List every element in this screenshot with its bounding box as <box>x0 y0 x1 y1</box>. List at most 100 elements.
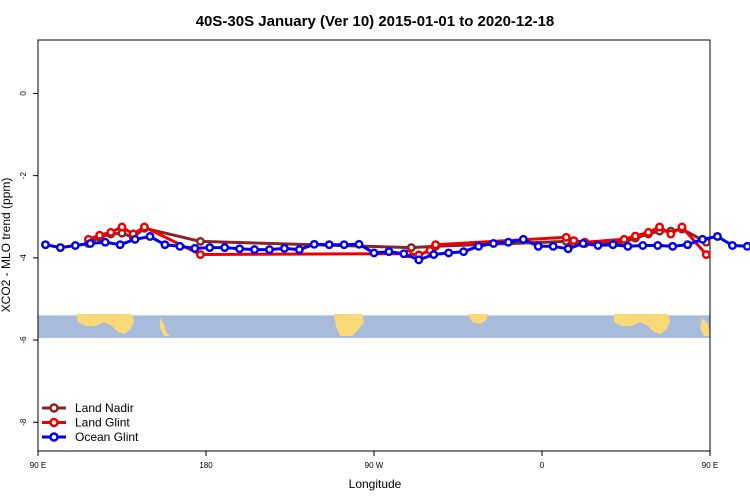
legend-marker <box>49 403 59 413</box>
x-tick-label: 90 E <box>30 461 46 470</box>
data-point <box>139 222 149 232</box>
y-axis-label: XCO2 - MLO trend (ppm) <box>0 178 13 313</box>
data-point <box>190 243 200 253</box>
data-point <box>95 230 105 240</box>
data-point <box>698 234 707 244</box>
legend-item: Land Glint <box>42 416 130 430</box>
y-tick-label: -2 <box>19 172 28 180</box>
data-point <box>593 241 603 250</box>
data-point <box>533 241 543 251</box>
data-point <box>160 240 170 250</box>
land-south-america <box>334 314 364 336</box>
data-point <box>145 232 155 241</box>
data-point <box>643 227 653 237</box>
chart-title: 40S-30S January (Ver 10) 2015-01-01 to 2… <box>196 13 555 30</box>
land-new-zealand <box>160 318 170 336</box>
data-point <box>175 241 185 251</box>
series-layer <box>41 222 750 265</box>
data-point <box>683 240 693 250</box>
data-point <box>55 243 65 253</box>
data-point <box>41 240 50 250</box>
data-point <box>406 243 416 253</box>
legend-label: Land Nadir <box>75 401 134 415</box>
legend-label: Ocean Glint <box>75 430 139 444</box>
data-point <box>489 238 498 248</box>
land-australia <box>76 314 134 334</box>
x-axis-label: Longitude <box>349 477 402 491</box>
data-point <box>569 236 579 246</box>
land-africa <box>468 314 488 324</box>
data-point <box>548 241 558 251</box>
legend-label: Land Glint <box>75 416 130 430</box>
legend-item: Land Nadir <box>42 401 134 415</box>
y-tick-label: 0 <box>19 91 28 96</box>
data-point <box>655 222 665 232</box>
data-point <box>339 240 349 250</box>
y-tick-label: -8 <box>19 418 28 426</box>
data-point <box>653 241 663 250</box>
data-point <box>265 245 274 255</box>
data-point <box>205 243 215 253</box>
data-point <box>444 248 454 258</box>
data-point <box>384 247 394 257</box>
data-point <box>474 241 483 251</box>
x-tick-label: 180 <box>199 461 213 470</box>
data-point <box>623 241 633 251</box>
data-point <box>70 241 80 250</box>
data-point <box>561 232 571 242</box>
data-point <box>638 241 648 250</box>
data-point <box>429 250 439 259</box>
data-point <box>235 244 245 254</box>
data-point <box>619 234 629 244</box>
data-point <box>195 250 205 259</box>
data-point <box>309 239 319 249</box>
data-point <box>250 245 259 255</box>
data-point <box>431 240 441 250</box>
data-point <box>459 247 469 257</box>
data-point <box>354 239 364 249</box>
data-point <box>294 245 304 255</box>
data-point <box>324 240 334 250</box>
y-axis: 0 -2 -4 -6 -8 <box>19 91 38 426</box>
data-point <box>369 248 379 258</box>
x-tick-label: 90 W <box>365 461 384 470</box>
data-point <box>279 243 289 253</box>
data-point <box>727 241 737 250</box>
x-tick-label: 0 <box>540 461 545 470</box>
data-point <box>563 244 573 254</box>
legend-marker <box>49 432 59 442</box>
data-point <box>195 236 205 246</box>
data-point <box>668 241 678 251</box>
data-point <box>578 238 588 248</box>
data-point <box>100 237 110 247</box>
data-point <box>701 250 711 259</box>
data-point <box>85 238 95 248</box>
data-point <box>608 240 618 250</box>
data-point <box>130 234 140 244</box>
map-strip-ocean <box>38 315 710 338</box>
land-new-zealand-2 <box>700 318 710 336</box>
data-point <box>713 232 722 241</box>
legend-item: Ocean Glint <box>42 430 139 444</box>
y-tick-label: -6 <box>19 336 28 344</box>
y-tick-label: -4 <box>19 254 28 262</box>
data-point <box>115 240 125 250</box>
land-australia-2 <box>614 314 670 334</box>
data-point <box>666 229 676 239</box>
legend-marker <box>49 417 59 428</box>
map-strip-land <box>76 314 710 336</box>
data-point <box>399 249 409 259</box>
data-point <box>518 234 528 244</box>
data-point <box>677 222 687 232</box>
series-ocean-glint <box>41 232 750 265</box>
data-point <box>117 222 127 232</box>
x-tick-label: 90 E <box>702 461 718 470</box>
data-point <box>503 237 513 247</box>
data-point <box>106 227 116 237</box>
x-axis: 90 E 180 90 W 0 90 E <box>30 451 718 470</box>
data-point <box>630 231 640 241</box>
data-point <box>414 255 424 265</box>
data-point <box>220 243 230 253</box>
